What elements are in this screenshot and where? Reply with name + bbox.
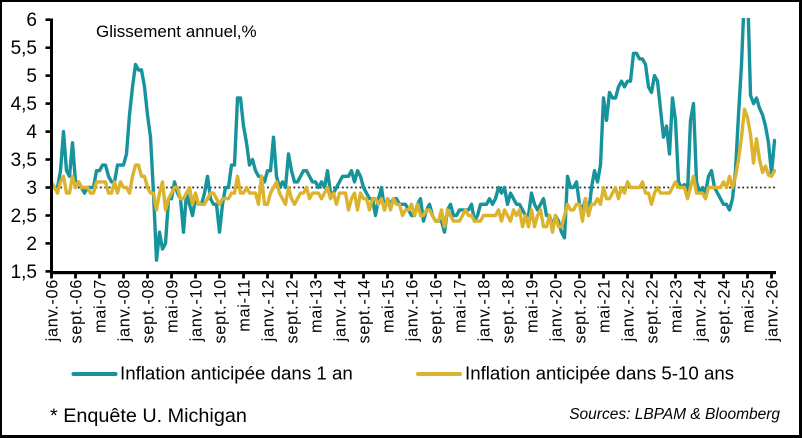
svg-text:2: 2 (26, 234, 37, 255)
svg-text:mai-21: mai-21 (596, 279, 614, 333)
svg-text:sept.-08: sept.-08 (140, 279, 158, 343)
svg-text:mai-07: mai-07 (92, 279, 110, 333)
svg-text:janv.-12: janv.-12 (260, 279, 278, 342)
svg-text:3: 3 (26, 178, 37, 199)
svg-text:Inflation anticipée dans 5-10: Inflation anticipée dans 5-10 ans (465, 363, 734, 384)
svg-text:sept.-24: sept.-24 (716, 279, 734, 343)
svg-text:sept.-16: sept.-16 (428, 279, 446, 343)
svg-text:janv.-08: janv.-08 (116, 279, 134, 342)
svg-text:4,5: 4,5 (11, 94, 37, 115)
svg-text:mai-15: mai-15 (380, 279, 398, 333)
svg-text:mai-19: mai-19 (524, 279, 542, 333)
svg-text:janv.-20: janv.-20 (548, 279, 566, 342)
svg-text:janv.-24: janv.-24 (692, 279, 710, 342)
svg-text:mai-11: mai-11 (236, 279, 254, 332)
svg-text:4: 4 (26, 122, 37, 143)
svg-text:5: 5 (26, 66, 37, 87)
svg-text:sept.-22: sept.-22 (644, 279, 662, 343)
svg-text:janv.-16: janv.-16 (404, 279, 422, 342)
svg-text:Inflation anticipée dans 1 an: Inflation anticipée dans 1 an (120, 363, 353, 384)
svg-text:mai-25: mai-25 (740, 279, 758, 333)
svg-text:sept.-10: sept.-10 (212, 279, 230, 343)
svg-text:sept.-12: sept.-12 (284, 279, 302, 343)
svg-text:mai-09: mai-09 (164, 279, 182, 333)
svg-text:2,5: 2,5 (11, 206, 37, 227)
svg-text:5,5: 5,5 (11, 38, 37, 59)
svg-text:mai-13: mai-13 (308, 279, 326, 333)
svg-text:Sources: LBPAM & Bloomberg: Sources: LBPAM & Bloomberg (569, 406, 780, 423)
svg-text:janv.-06: janv.-06 (44, 279, 62, 342)
svg-text:janv.-10: janv.-10 (188, 279, 206, 342)
svg-text:sept.-18: sept.-18 (500, 279, 518, 343)
svg-text:janv.-14: janv.-14 (332, 279, 350, 342)
svg-text:janv.-18: janv.-18 (476, 279, 494, 342)
svg-text:mai-17: mai-17 (452, 279, 470, 333)
svg-text:mai-23: mai-23 (668, 279, 686, 333)
svg-text:janv.-26: janv.-26 (764, 279, 782, 342)
svg-text:janv.-22: janv.-22 (620, 279, 638, 342)
svg-text:Glissement annuel,%: Glissement annuel,% (96, 22, 257, 41)
svg-text:3,5: 3,5 (11, 150, 37, 171)
svg-text:sept.-20: sept.-20 (572, 279, 590, 343)
svg-text:sept.-06: sept.-06 (68, 279, 86, 343)
svg-text:1,5: 1,5 (11, 262, 37, 283)
svg-text:6: 6 (26, 10, 37, 31)
svg-text:* Enquête U. Michigan: * Enquête U. Michigan (50, 405, 247, 427)
svg-text:sept.-14: sept.-14 (356, 279, 374, 343)
